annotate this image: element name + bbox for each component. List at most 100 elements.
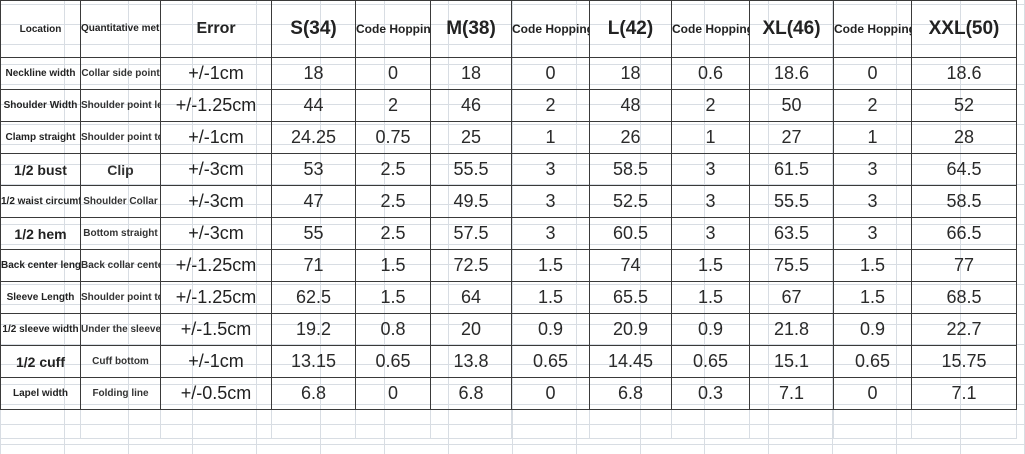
header-error: Error bbox=[160, 0, 272, 58]
cell-error: +/-3cm bbox=[160, 185, 272, 218]
cell-size-xl: 50 bbox=[749, 89, 834, 122]
cell-code-hopping: 0 bbox=[833, 57, 912, 90]
table-row: 1/2 hem Bottom straight +/-3cm 55 2.5 57.5 3 60… bbox=[0, 217, 1017, 250]
empty-cell bbox=[430, 409, 512, 439]
cell-code-hopping: 2.5 bbox=[355, 185, 431, 218]
cell-location: 1/2 hem bbox=[0, 217, 81, 250]
cell-size-l: 58.5 bbox=[589, 153, 672, 186]
header-row: Location Quantitative method Error S(34)… bbox=[0, 0, 1017, 58]
empty-cell bbox=[355, 409, 431, 439]
cell-size-l: 65.5 bbox=[589, 281, 672, 314]
cell-size-m: 57.5 bbox=[430, 217, 512, 250]
empty-cell bbox=[911, 409, 1017, 439]
table-row: Neckline width Collar side point +/-1cm 18 0… bbox=[0, 57, 1017, 90]
cell-code-hopping: 0.65 bbox=[355, 345, 431, 378]
cell-code-hopping: 3 bbox=[671, 153, 750, 186]
cell-size-s: 53 bbox=[271, 153, 356, 186]
cell-location: Back center length bbox=[0, 249, 81, 282]
cell-size-l: 26 bbox=[589, 121, 672, 154]
cell-error: +/-1.25cm bbox=[160, 249, 272, 282]
cell-location: Shoulder Width bbox=[0, 89, 81, 122]
empty-cell bbox=[589, 409, 672, 439]
header-size-xxl: XXL(50) bbox=[911, 0, 1017, 58]
cell-code-hopping: 2 bbox=[833, 89, 912, 122]
cell-code-hopping: 3 bbox=[833, 185, 912, 218]
cell-size-xl: 18.6 bbox=[749, 57, 834, 90]
cell-size-l: 6.8 bbox=[589, 377, 672, 410]
table-row: 1/2 bust Clip +/-3cm 53 2.5 55.5 3 58.5 3 61.5 3 64… bbox=[0, 153, 1017, 186]
cell-location: 1/2 bust bbox=[0, 153, 81, 186]
cell-location: 1/2 waist circumference bbox=[0, 185, 81, 218]
cell-method: Clip bbox=[80, 153, 161, 186]
cell-code-hopping: 1.5 bbox=[833, 281, 912, 314]
cell-size-xxl: 64.5 bbox=[911, 153, 1017, 186]
cell-size-xxl: 52 bbox=[911, 89, 1017, 122]
cell-code-hopping: 0.9 bbox=[511, 313, 590, 346]
cell-method: Shoulder Collar bbox=[80, 185, 161, 218]
cell-size-xl: 7.1 bbox=[749, 377, 834, 410]
cell-size-m: 55.5 bbox=[430, 153, 512, 186]
header-size-m: M(38) bbox=[430, 0, 512, 58]
cell-code-hopping: 0 bbox=[833, 377, 912, 410]
cell-method: Cuff bottom bbox=[80, 345, 161, 378]
header-size-l: L(42) bbox=[589, 0, 672, 58]
cell-code-hopping: 3 bbox=[671, 217, 750, 250]
cell-size-s: 71 bbox=[271, 249, 356, 282]
header-code-hopping: Code Hopping bbox=[511, 0, 590, 58]
cell-code-hopping: 0 bbox=[355, 57, 431, 90]
cell-error: +/-1cm bbox=[160, 345, 272, 378]
cell-location: 1/2 cuff bbox=[0, 345, 81, 378]
cell-method: Collar side point bbox=[80, 57, 161, 90]
cell-location: Clamp straight bbox=[0, 121, 81, 154]
cell-code-hopping: 0.8 bbox=[355, 313, 431, 346]
header-size-xl: XL(46) bbox=[749, 0, 834, 58]
cell-method: Shoulder point to bbox=[80, 121, 161, 154]
cell-size-xxl: 77 bbox=[911, 249, 1017, 282]
cell-method: Under the sleeves bbox=[80, 313, 161, 346]
table-row: 1/2 sleeve width Under the sleeves +/-1.5c… bbox=[0, 313, 1017, 346]
cell-code-hopping: 1 bbox=[833, 121, 912, 154]
cell-error: +/-3cm bbox=[160, 217, 272, 250]
cell-code-hopping: 1.5 bbox=[511, 281, 590, 314]
cell-error: +/-1cm bbox=[160, 121, 272, 154]
cell-method: Shoulder point left bbox=[80, 89, 161, 122]
cell-code-hopping: 1.5 bbox=[833, 249, 912, 282]
empty-cell bbox=[749, 409, 834, 439]
cell-code-hopping: 1.5 bbox=[511, 249, 590, 282]
cell-code-hopping: 0.9 bbox=[671, 313, 750, 346]
cell-error: +/-0.5cm bbox=[160, 377, 272, 410]
cell-size-l: 52.5 bbox=[589, 185, 672, 218]
cell-code-hopping: 0.65 bbox=[671, 345, 750, 378]
cell-size-s: 62.5 bbox=[271, 281, 356, 314]
cell-error: +/-3cm bbox=[160, 153, 272, 186]
cell-code-hopping: 0.9 bbox=[833, 313, 912, 346]
cell-code-hopping: 2 bbox=[671, 89, 750, 122]
cell-location: Sleeve Length bbox=[0, 281, 81, 314]
empty-cell bbox=[80, 409, 161, 439]
empty-cell bbox=[671, 409, 750, 439]
cell-size-xl: 61.5 bbox=[749, 153, 834, 186]
cell-size-m: 49.5 bbox=[430, 185, 512, 218]
cell-size-m: 13.8 bbox=[430, 345, 512, 378]
cell-size-xl: 21.8 bbox=[749, 313, 834, 346]
cell-code-hopping: 1.5 bbox=[671, 281, 750, 314]
cell-size-xl: 27 bbox=[749, 121, 834, 154]
empty-cell bbox=[0, 409, 81, 439]
cell-size-xxl: 18.6 bbox=[911, 57, 1017, 90]
cell-location: Neckline width bbox=[0, 57, 81, 90]
cell-code-hopping: 1.5 bbox=[355, 249, 431, 282]
cell-code-hopping: 1 bbox=[671, 121, 750, 154]
empty-cell bbox=[511, 409, 590, 439]
cell-size-xl: 15.1 bbox=[749, 345, 834, 378]
cell-code-hopping: 3 bbox=[671, 185, 750, 218]
cell-method: Shoulder point to bbox=[80, 281, 161, 314]
cell-size-xxl: 68.5 bbox=[911, 281, 1017, 314]
cell-code-hopping: 0.65 bbox=[833, 345, 912, 378]
cell-code-hopping: 0 bbox=[511, 377, 590, 410]
table-row: 1/2 waist circumferenceShoulder Collar+/… bbox=[0, 185, 1017, 218]
cell-size-m: 18 bbox=[430, 57, 512, 90]
empty-row bbox=[0, 409, 1017, 439]
cell-error: +/-1.25cm bbox=[160, 89, 272, 122]
empty-cell bbox=[833, 409, 912, 439]
cell-size-l: 14.45 bbox=[589, 345, 672, 378]
